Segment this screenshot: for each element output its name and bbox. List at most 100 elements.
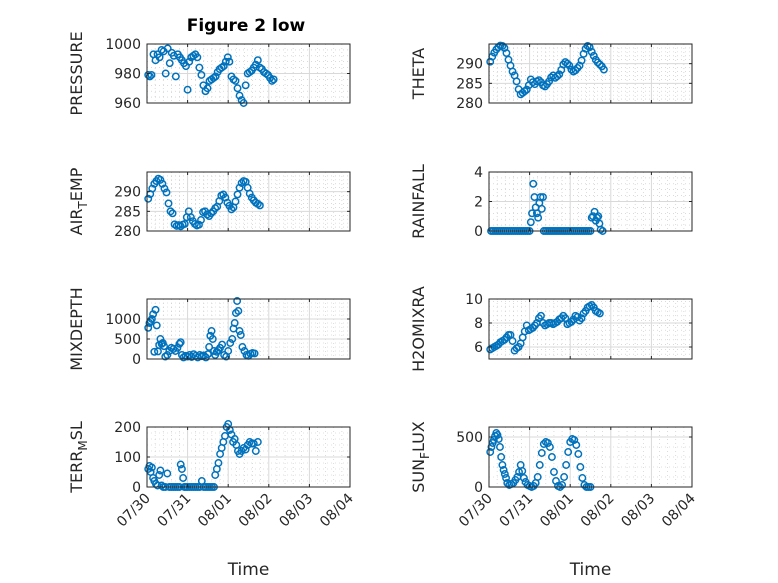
data-point <box>537 204 546 213</box>
y-tick-label: 10 <box>465 292 483 308</box>
data-point <box>532 209 541 218</box>
x-tick-label: 07/30 <box>456 491 496 531</box>
data-point <box>233 84 242 93</box>
data-point <box>498 42 507 50</box>
data-point <box>545 77 554 86</box>
data-point <box>224 347 233 355</box>
axes-frame <box>488 426 693 488</box>
data-point <box>168 209 177 218</box>
data-point <box>498 461 507 469</box>
data-point <box>534 76 543 85</box>
y-tick-label: 2 <box>474 195 483 211</box>
figure-title: Figure 2 low <box>187 16 306 36</box>
data-point <box>534 213 543 222</box>
y-tick-label: 0 <box>132 480 141 496</box>
data-point <box>253 438 262 446</box>
data-point <box>499 466 508 474</box>
data-point <box>203 84 212 93</box>
data-point <box>163 44 172 53</box>
data-point <box>195 220 203 229</box>
data-point <box>220 351 229 359</box>
y-axis-label: THETA <box>409 48 428 100</box>
data-point <box>144 71 153 79</box>
y-tick-label: 290 <box>456 57 483 73</box>
axes-frame <box>146 171 351 232</box>
y-axis-label: AIRTEMP <box>67 167 90 235</box>
y-axis-label: PRESSURE <box>67 31 86 115</box>
data-point <box>231 197 240 206</box>
data-point <box>577 314 586 323</box>
data-point <box>565 61 574 70</box>
data-point <box>537 449 546 457</box>
data-point <box>177 465 186 473</box>
data-point <box>144 323 153 332</box>
data-point <box>160 184 169 193</box>
data-point <box>221 57 230 66</box>
data-point <box>543 439 552 447</box>
data-point <box>233 297 242 305</box>
data-point <box>545 443 554 451</box>
y-tick-label: 8 <box>474 316 483 332</box>
data-point <box>562 461 571 469</box>
data-point <box>219 62 228 71</box>
data-point <box>560 473 569 481</box>
data-point <box>536 193 545 202</box>
x-tick-label: 08/03 <box>618 491 658 531</box>
y-axis-label: MIXDEPTH <box>67 287 86 370</box>
x-tick-label: 08/01 <box>195 491 235 531</box>
data-point <box>148 184 157 193</box>
data-point <box>163 351 172 359</box>
data-point <box>228 335 237 343</box>
y-tick-label: 285 <box>114 204 141 220</box>
data-point <box>512 77 521 86</box>
data-point <box>245 189 254 198</box>
data-point <box>535 461 544 469</box>
y-axis-label: TERRMSL <box>67 421 90 494</box>
data-point <box>169 345 178 353</box>
data-point <box>528 209 536 218</box>
panel-air_temp: 280 285 290 AIRTEMP <box>67 167 351 240</box>
axes-frame <box>146 298 351 360</box>
y-axis-label: SUNFLUX <box>409 421 432 493</box>
data-point <box>250 349 259 358</box>
data-point <box>595 309 604 318</box>
y-tick-label: 500 <box>456 430 483 446</box>
y-axis-label: H2OMIXRA <box>409 286 428 372</box>
y-tick-label: 1000 <box>105 312 141 328</box>
y-tick-label: 1000 <box>105 37 141 53</box>
data-point <box>207 209 216 218</box>
data-point <box>539 440 548 448</box>
data-point <box>489 436 498 444</box>
data-point <box>529 179 538 188</box>
data-point <box>144 194 153 203</box>
y-tick-label: 280 <box>114 224 141 240</box>
x-tick-label: 08/02 <box>236 491 276 531</box>
data-point <box>494 435 503 443</box>
data-point <box>147 463 156 472</box>
x-tick-label: 08/03 <box>276 491 316 531</box>
data-point <box>186 213 195 222</box>
data-point <box>183 85 192 94</box>
y-tick-label: 500 <box>114 332 141 348</box>
x-axis-label: Time <box>569 560 612 580</box>
y-axis-label: RAINFALL <box>409 164 428 239</box>
data-point <box>161 69 170 78</box>
data-point <box>563 59 572 68</box>
data-point <box>205 343 214 351</box>
data-point <box>555 70 564 79</box>
panel-mixdepth: 0 500 1000 MIXDEPTH <box>67 287 351 371</box>
data-point <box>235 183 244 192</box>
data-point <box>227 205 236 214</box>
data-point <box>537 311 545 320</box>
panel-sun_flux: 0 500 07/30 07/31 08/01 08/02 08/03 08/04 SUNFLU… <box>409 421 699 580</box>
data-point <box>599 65 608 74</box>
data-point <box>553 72 562 81</box>
x-tick-label: 08/01 <box>537 491 577 531</box>
data-point <box>223 53 232 62</box>
data-point <box>214 459 223 467</box>
data-point <box>533 473 542 481</box>
y-tick-label: 0 <box>474 224 483 240</box>
data-point <box>519 474 528 482</box>
data-point <box>235 91 244 100</box>
